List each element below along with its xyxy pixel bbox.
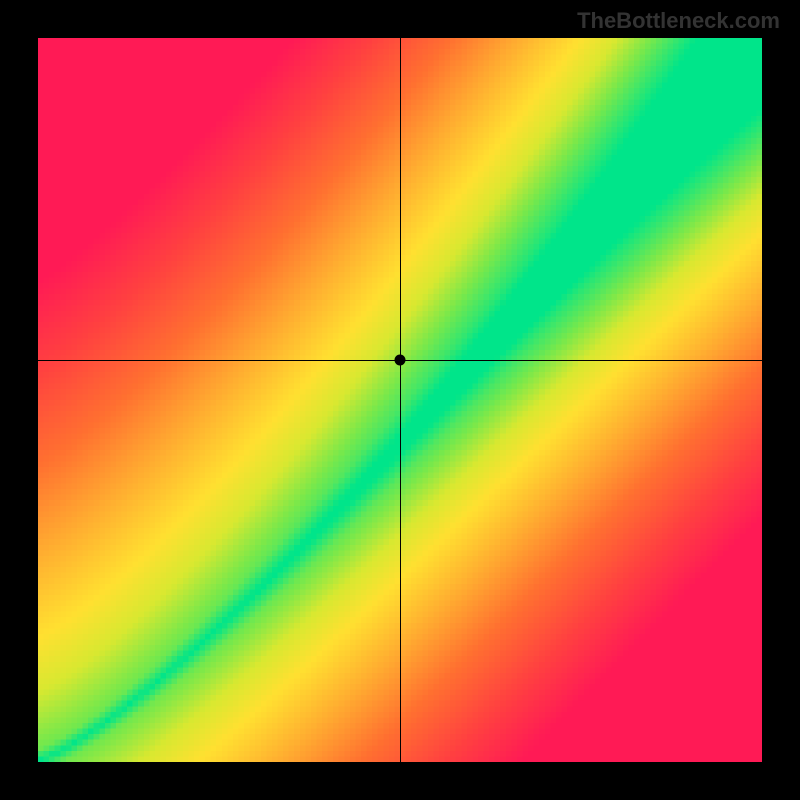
bottleneck-heatmap bbox=[38, 38, 762, 762]
watermark-text: TheBottleneck.com bbox=[577, 8, 780, 34]
crosshair-vertical bbox=[400, 38, 401, 762]
data-point-marker bbox=[395, 355, 406, 366]
